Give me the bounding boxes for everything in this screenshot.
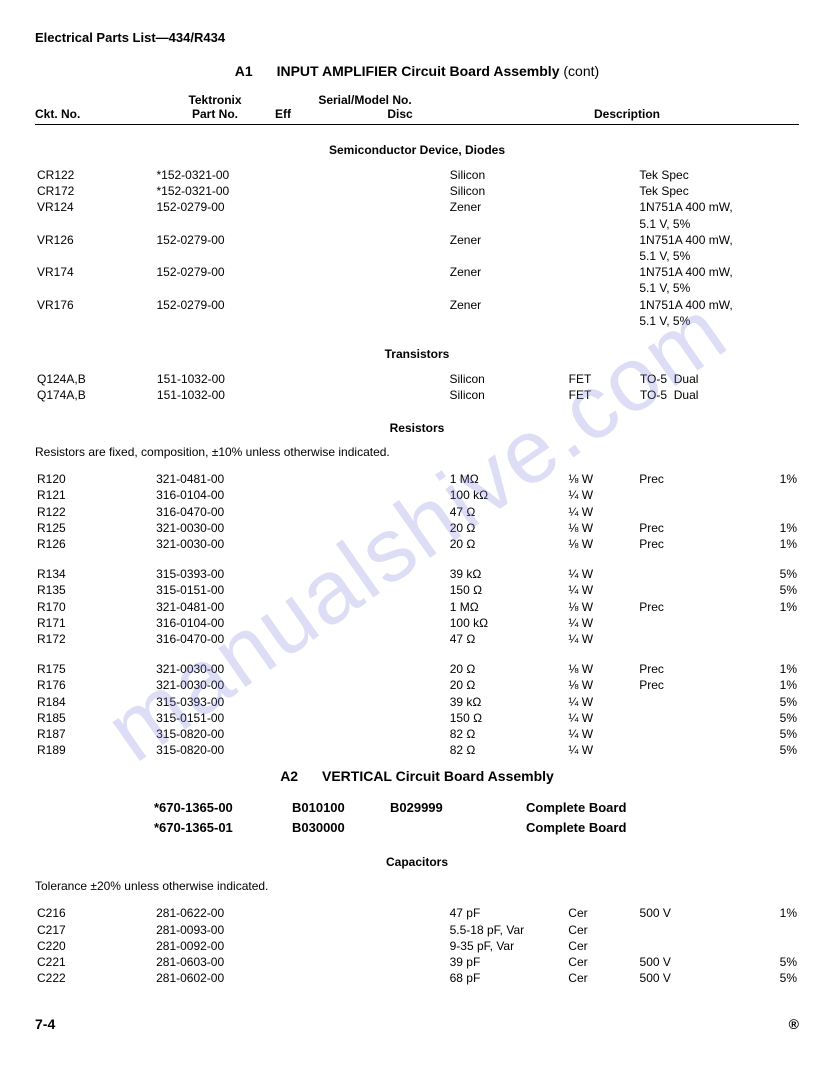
board-row: *670-1365-01 B030000 Complete Board [150,818,834,838]
table-row: C216 281-0622-00 47 pF Cer 500 V 1% [35,905,799,921]
resistors-table: R120 321-0481-00 1 MΩ ⅛ W Prec 1% R121 3… [35,471,799,758]
diodes-title: Semiconductor Device, Diodes [35,143,799,157]
table-row: C220 281-0092-00 9-35 pF, Var Cer [35,938,799,954]
table-row: R189 315-0820-00 82 Ω ¼ W 5% [35,742,799,758]
table-row: R134 315-0393-00 39 kΩ ¼ W 5% [35,566,799,582]
table-row: R126 321-0030-00 20 Ω ⅛ W Prec 1% [35,536,799,552]
table-row: R122 316-0470-00 47 Ω ¼ W [35,504,799,520]
col-desc: Description [455,107,799,121]
a1-code: A1 [235,63,253,79]
table-row: C217 281-0093-00 5.5-18 pF, Var Cer [35,922,799,938]
col-serial: Serial/Model No. Eff Disc [275,93,455,121]
capacitors-note: Tolerance ±20% unless otherwise indicate… [35,879,799,893]
table-row: CR122 *152-0321-00 Silicon Tek Spec [35,167,799,183]
table-row: R175 321-0030-00 20 Ω ⅛ W Prec 1% [35,661,799,677]
table-row: R185 315-0151-00 150 Ω ¼ W 5% [35,710,799,726]
a2-boards-table: *670-1365-00 B010100 B029999 Complete Bo… [150,798,834,837]
footer: 7-4 ® [35,1016,799,1032]
table-row: VR174 152-0279-00 Zener 1N751A 400 mW, 5… [35,264,799,296]
resistors-note: Resistors are fixed, composition, ±10% u… [35,445,799,459]
table-row: C221 281-0603-00 39 pF Cer 500 V 5% [35,954,799,970]
table-row: Q124A,B 151-1032-00 Silicon FET TO-5 Dua… [35,371,799,387]
col-part-top: Tektronix [155,93,275,107]
a1-title: A1 INPUT AMPLIFIER Circuit Board Assembl… [35,63,799,79]
table-row: R184 315-0393-00 39 kΩ ¼ W 5% [35,694,799,710]
board-row: *670-1365-00 B010100 B029999 Complete Bo… [150,798,834,818]
a2-title-text: VERTICAL Circuit Board Assembly [322,768,554,784]
col-part-bot: Part No. [155,107,275,121]
a2-title: A2 VERTICAL Circuit Board Assembly [35,768,799,784]
transistors-table: Q124A,B 151-1032-00 Silicon FET TO-5 Dua… [35,371,799,403]
col-ckt: Ckt. No. [35,107,155,121]
resistors-title: Resistors [35,421,799,435]
capacitors-title: Capacitors [35,855,799,869]
table-row: CR172 *152-0321-00 Silicon Tek Spec [35,183,799,199]
table-row: R172 316-0470-00 47 Ω ¼ W [35,631,799,647]
table-row: VR126 152-0279-00 Zener 1N751A 400 mW, 5… [35,232,799,264]
table-row: R170 321-0481-00 1 MΩ ⅛ W Prec 1% [35,599,799,615]
col-disc: Disc [345,107,455,121]
a1-title-text: INPUT AMPLIFIER Circuit Board Assembly [277,63,560,79]
table-row: VR124 152-0279-00 Zener 1N751A 400 mW, 5… [35,199,799,231]
diodes-table: CR122 *152-0321-00 Silicon Tek Spec CR17… [35,167,799,329]
capacitors-table: C216 281-0622-00 47 pF Cer 500 V 1% C217… [35,905,799,986]
table-row: R135 315-0151-00 150 Ω ¼ W 5% [35,582,799,598]
a2-code: A2 [280,768,298,784]
table-row: Q174A,B 151-1032-00 Silicon FET TO-5 Dua… [35,387,799,403]
table-row: C222 281-0602-00 68 pF Cer 500 V 5% [35,970,799,986]
table-row: R187 315-0820-00 82 Ω ¼ W 5% [35,726,799,742]
table-row: R120 321-0481-00 1 MΩ ⅛ W Prec 1% [35,471,799,487]
page-header: Electrical Parts List—434/R434 [35,30,799,45]
transistors-title: Transistors [35,347,799,361]
col-eff: Eff [275,107,345,121]
a1-suffix: (cont) [563,63,599,79]
table-row: R171 316-0104-00 100 kΩ ¼ W [35,615,799,631]
footer-left: 7-4 [35,1016,55,1032]
column-headers: Ckt. No. Tektronix Part No. Serial/Model… [35,93,799,125]
table-row: R125 321-0030-00 20 Ω ⅛ W Prec 1% [35,520,799,536]
table-row: R176 321-0030-00 20 Ω ⅛ W Prec 1% [35,677,799,693]
col-part: Tektronix Part No. [155,93,275,121]
table-row: R121 316-0104-00 100 kΩ ¼ W [35,487,799,503]
table-row: VR176 152-0279-00 Zener 1N751A 400 mW, 5… [35,297,799,329]
footer-right: ® [789,1016,799,1032]
col-serial-top: Serial/Model No. [275,93,455,107]
